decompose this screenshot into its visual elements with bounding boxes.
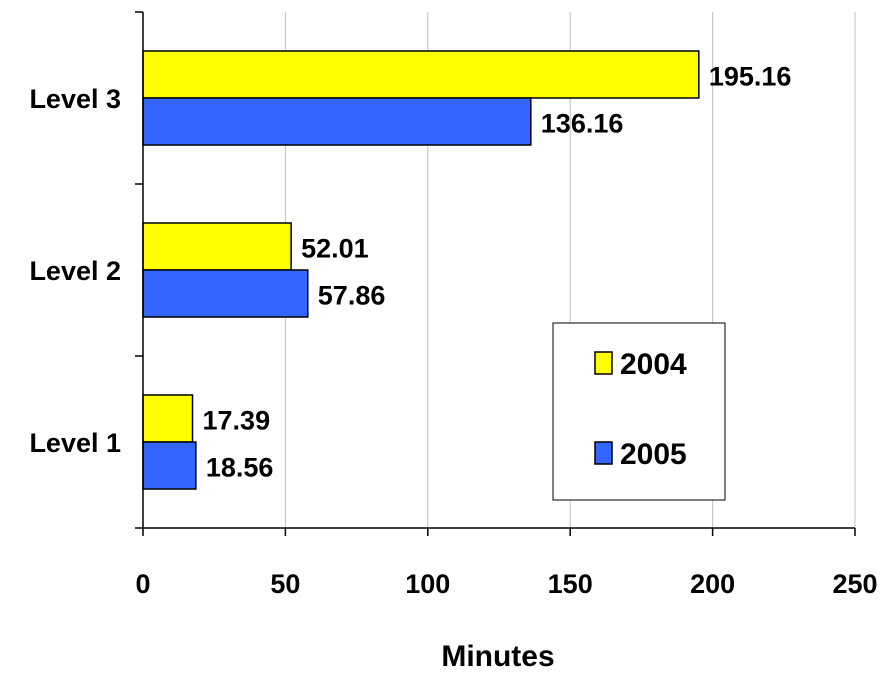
legend-box	[552, 322, 726, 501]
category-label: Level 1	[29, 428, 121, 458]
data-label: 136.16	[541, 109, 624, 139]
data-labels: 17.39 18.56 52.01 57.86 195.16 136.16	[203, 62, 792, 483]
data-label: 18.56	[206, 453, 274, 483]
legend-swatch-2005	[594, 441, 613, 465]
x-tick-label: 50	[270, 569, 300, 599]
legend-label-2005: 2005	[620, 438, 687, 471]
bar-2005-level-2	[142, 269, 309, 318]
category-label: Level 3	[29, 84, 121, 114]
bar-2005-level-3	[142, 97, 532, 146]
x-tick-label: 0	[135, 569, 150, 599]
data-label: 52.01	[301, 234, 369, 264]
legend-swatch-2004	[594, 351, 613, 375]
data-label: 195.16	[709, 62, 792, 92]
x-axis-title: Minutes	[441, 640, 554, 673]
data-label: 57.86	[318, 281, 386, 311]
axes	[135, 11, 856, 536]
bar-2004-level-1	[142, 394, 194, 443]
x-tick-label: 200	[690, 569, 735, 599]
bar-2004-level-3	[142, 50, 700, 99]
legend: 2004 2005	[552, 322, 726, 501]
category-label: Level 2	[29, 256, 121, 286]
data-label: 17.39	[203, 406, 271, 436]
category-labels: Level 1 Level 2 Level 3	[29, 84, 121, 458]
x-tick-label: 100	[405, 569, 450, 599]
legend-label-2004: 2004	[620, 348, 687, 381]
x-tick-labels: 0 50 100 150 200 250	[135, 569, 877, 599]
bar-2004-level-2	[142, 222, 292, 271]
bar-2005-level-1	[142, 441, 197, 490]
x-tick-label: 250	[832, 569, 877, 599]
bars	[142, 50, 700, 490]
x-tick-label: 150	[548, 569, 593, 599]
